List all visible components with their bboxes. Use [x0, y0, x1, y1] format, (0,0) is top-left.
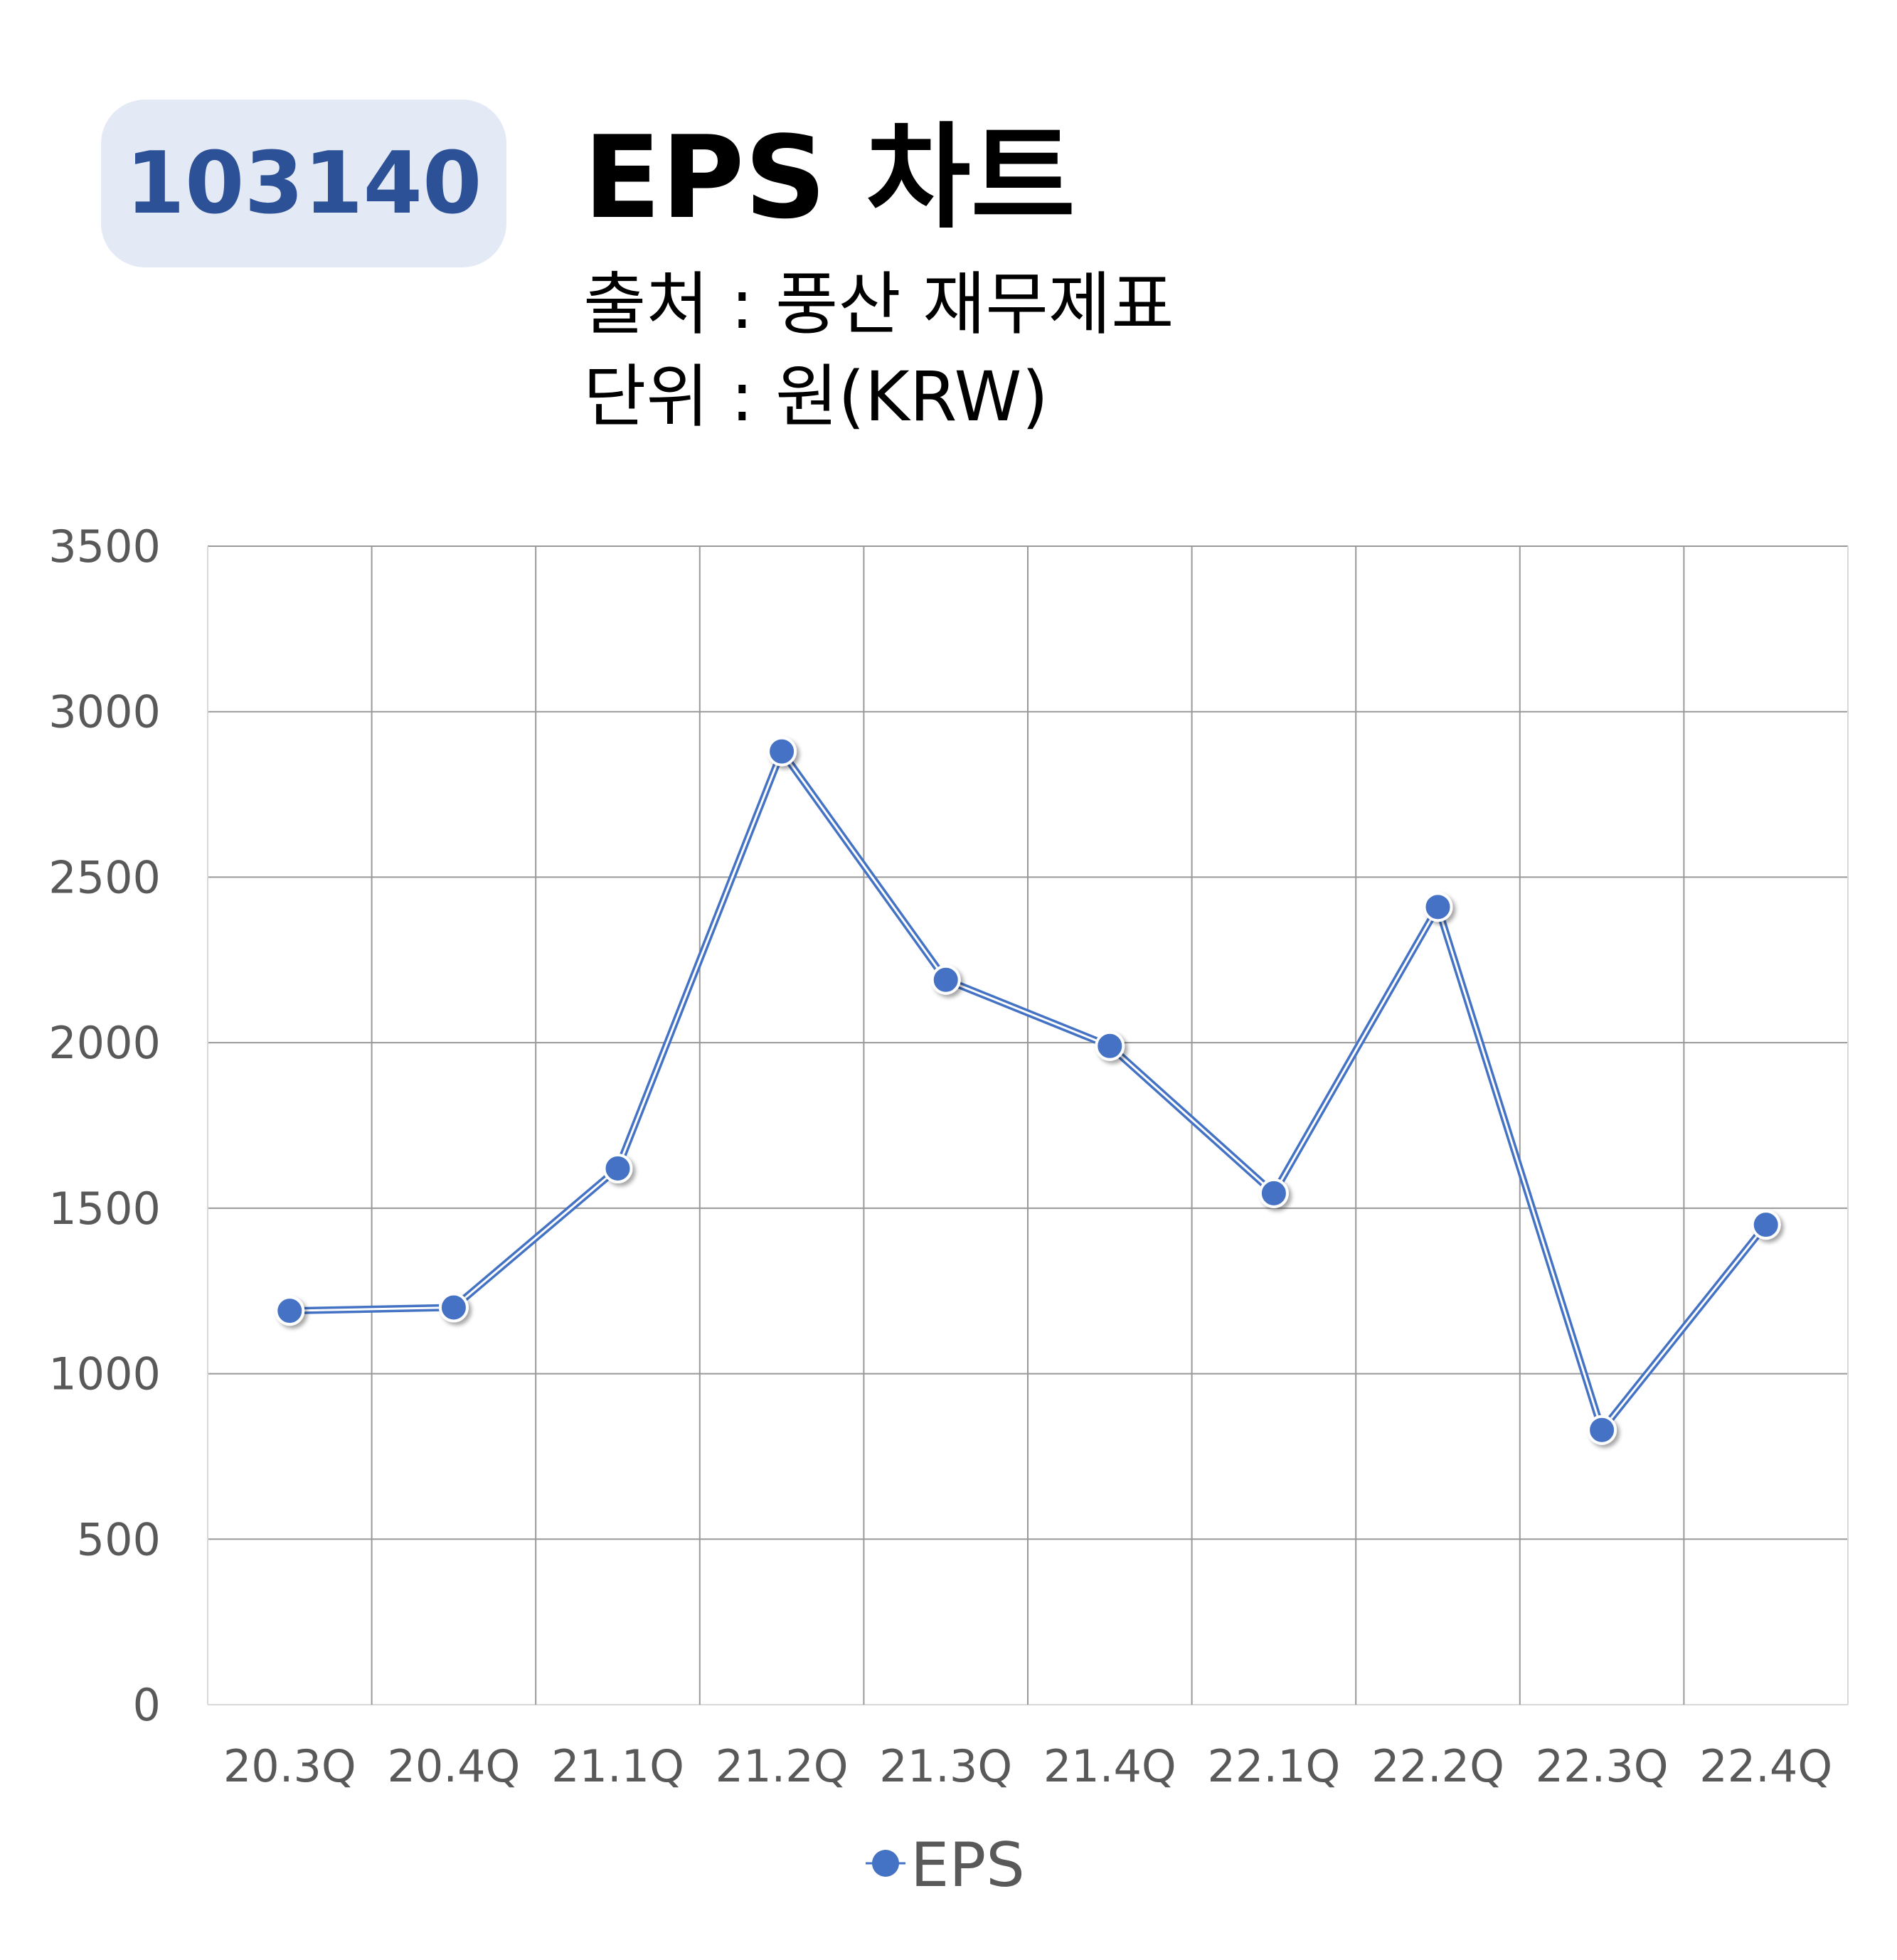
y-tick-label: 0 [133, 1679, 161, 1731]
x-tick-label: 21.3Q [879, 1740, 1012, 1792]
y-tick-label: 500 [77, 1513, 161, 1565]
x-tick-label: 22.2Q [1371, 1740, 1504, 1792]
y-tick-label: 2000 [48, 1017, 161, 1069]
eps-data-point [438, 1292, 469, 1323]
eps-line-highlight [289, 750, 1767, 1432]
x-tick-label: 21.2Q [716, 1740, 849, 1792]
eps-data-point [1258, 1178, 1289, 1208]
legend-label: EPS [910, 1830, 1025, 1901]
eps-data-point [1423, 892, 1453, 922]
y-tick-label: 3500 [48, 521, 161, 572]
y-tick-label: 2500 [48, 851, 161, 903]
eps-data-point [930, 964, 961, 995]
eps-data-point [1095, 1030, 1125, 1061]
eps-data-point [767, 736, 797, 767]
unit-label: 단위 : 원(KRW) [583, 357, 1048, 437]
x-tick-label: 20.3Q [223, 1740, 356, 1792]
x-tick-label: 22.4Q [1699, 1740, 1832, 1792]
eps-data-point [1750, 1210, 1781, 1240]
eps-data-point [602, 1154, 633, 1184]
eps-data-point [1587, 1415, 1617, 1445]
x-tick-label: 21.1Q [551, 1740, 684, 1792]
y-tick-label: 1500 [48, 1183, 161, 1235]
y-tick-label: 3000 [48, 686, 161, 738]
x-tick-label: 21.4Q [1043, 1740, 1176, 1792]
legend-marker [872, 1850, 899, 1877]
x-tick-label: 22.3Q [1536, 1740, 1669, 1792]
y-tick-label: 1000 [48, 1348, 161, 1400]
eps-data-point [275, 1296, 305, 1326]
stock-code-badge: 103140 [101, 100, 506, 267]
x-tick-label: 20.4Q [387, 1740, 520, 1792]
chart-title: EPS 차트 [583, 111, 1075, 244]
x-tick-label: 22.1Q [1207, 1740, 1340, 1792]
stock-code: 103140 [125, 134, 482, 233]
source-label: 출처 : 풍산 재무제표 [583, 265, 1174, 344]
